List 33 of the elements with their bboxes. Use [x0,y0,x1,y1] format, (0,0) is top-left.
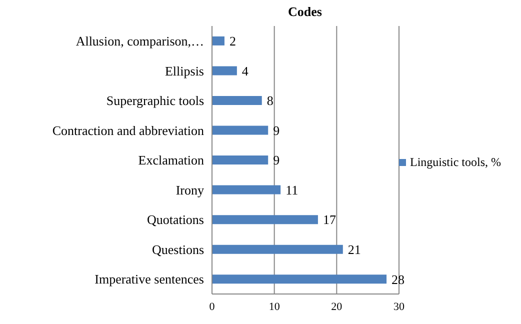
x-tick-label: 10 [268,300,280,313]
bar [212,185,281,194]
x-tick-label: 30 [394,300,405,313]
legend-label: Linguistic tools, % [410,154,501,170]
bar [212,156,268,165]
bar [212,36,224,46]
bar [212,126,268,135]
data-label: 21 [348,242,361,257]
bar [212,274,387,284]
data-label: 28 [392,272,405,287]
data-label: 9 [273,152,280,168]
y-tick-label: Allusion, comparison,… [76,34,204,49]
x-tick-label: 0 [209,300,216,313]
bar [212,244,343,254]
data-label: 2 [229,34,236,49]
data-label: 17 [322,212,336,228]
y-tick-label: Supergraphic tools [106,93,204,108]
data-label: 4 [242,63,249,78]
y-tick-label: Irony [176,182,204,198]
y-tick-label: Questions [152,242,204,257]
data-label: 8 [266,93,274,108]
chart-title: Codes [287,4,323,20]
bar [212,96,262,105]
bar [212,66,237,76]
y-tick-label: Ellipsis [164,63,204,78]
data-label: 11 [286,182,298,198]
x-tick-label: 20 [331,300,343,313]
data-label: 9 [273,122,280,138]
y-tick-label: Quotations [146,212,204,228]
y-tick-label: Exclamation [138,152,204,168]
bar [212,215,318,224]
y-tick-label: Contraction and abbreviation [52,122,204,138]
y-tick-label: Imperative sentences [94,272,204,287]
